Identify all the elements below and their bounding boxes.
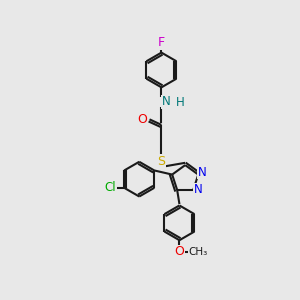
Text: N: N	[198, 166, 207, 179]
Text: F: F	[158, 36, 165, 49]
Text: Cl: Cl	[105, 181, 116, 194]
Text: O: O	[175, 245, 184, 258]
Text: H: H	[176, 96, 185, 110]
Text: S: S	[158, 155, 165, 168]
Text: N: N	[162, 95, 170, 109]
Text: CH₃: CH₃	[189, 247, 208, 256]
Text: O: O	[137, 113, 147, 126]
Text: N: N	[194, 183, 202, 196]
